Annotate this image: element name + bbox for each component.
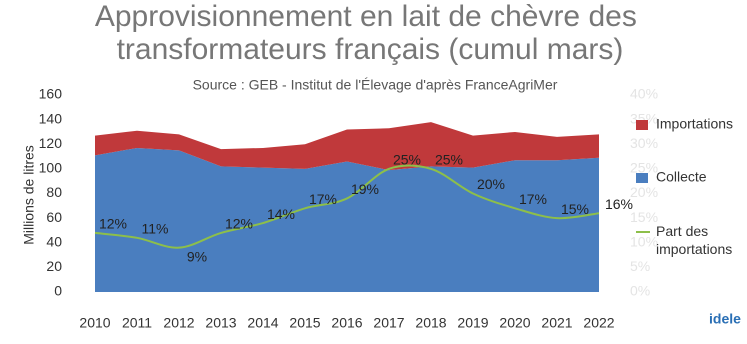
y2-tick-label: 0% [630, 283, 650, 299]
data-label: 11% [142, 221, 169, 237]
x-tick-label: 2012 [163, 315, 194, 331]
x-tick-label: 2013 [205, 315, 236, 331]
line-part [94, 164, 600, 249]
data-label: 25% [393, 152, 421, 168]
y-tick-label: 80 [46, 184, 62, 200]
x-tick-label: 2019 [457, 315, 488, 331]
x-tick-label: 2011 [122, 315, 152, 331]
area-collecte [95, 147, 599, 292]
y2-tick-label: 5% [630, 258, 650, 274]
data-label: 20% [477, 176, 505, 192]
x-tick-label: 2016 [331, 315, 362, 331]
y-tick-label: 100 [39, 160, 63, 176]
chart-title: Approvisionnement en lait de chèvre des … [95, 0, 645, 66]
chart-subtitle: Source : GEB - Institut de l'Élevage d'a… [193, 77, 558, 93]
y2-tick-label: 40% [630, 86, 658, 102]
data-label: 25% [435, 152, 463, 168]
x-tick-label: 2010 [79, 315, 110, 331]
x-tick-label: 2014 [247, 315, 278, 331]
y-tick-label: 120 [39, 135, 63, 151]
y2-tick-label: 15% [630, 209, 658, 225]
y-tick-label: 60 [46, 209, 62, 225]
y2-tick-label: 30% [630, 135, 658, 151]
legend-label: Part des importations [656, 223, 732, 257]
x-tick-label: 2015 [289, 315, 320, 331]
y-tick-label: 40 [46, 233, 62, 249]
y-axis-label: Millions de litres [21, 145, 37, 245]
data-label: 12% [225, 216, 253, 232]
data-label: 19% [351, 181, 379, 197]
y2-tick-label: 10% [630, 233, 658, 249]
logo: idele [709, 311, 741, 327]
x-tick-label: 2017 [373, 315, 404, 331]
y2-tick-label: 25% [630, 160, 658, 176]
legend-swatch [636, 173, 648, 183]
x-tick-label: 2021 [541, 315, 572, 331]
y-tick-label: 160 [39, 86, 63, 102]
legend-label: Importations [656, 116, 733, 132]
y-tick-label: 0 [54, 283, 62, 299]
data-label: 12% [99, 216, 127, 232]
area-importations [95, 122, 599, 171]
data-label: 14% [267, 206, 295, 222]
data-label: 9% [187, 248, 207, 264]
data-label: 17% [309, 191, 337, 207]
y2-tick-label: 20% [630, 184, 658, 200]
x-tick-label: 2020 [499, 315, 530, 331]
x-tick-label: 2022 [583, 315, 614, 331]
data-label: 15% [561, 201, 589, 217]
data-label: 17% [519, 191, 547, 207]
legend-swatch [636, 120, 648, 130]
x-tick-label: 2018 [415, 315, 446, 331]
y-tick-label: 20 [46, 258, 62, 274]
data-label: 16% [605, 196, 633, 212]
legend-label: Collecte [656, 169, 707, 185]
y-tick-label: 140 [39, 110, 63, 126]
